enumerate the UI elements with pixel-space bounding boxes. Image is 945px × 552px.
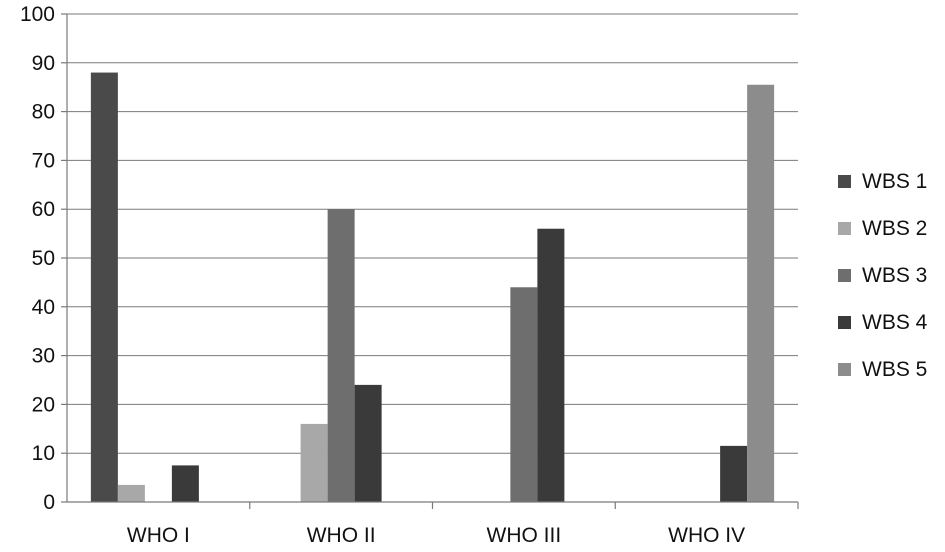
legend-label: WBS 2 — [862, 217, 927, 240]
y-tick-label: 80 — [32, 101, 55, 124]
legend-label: WBS 5 — [862, 358, 927, 381]
x-category-label: WHO III — [487, 524, 562, 547]
bar-wbs-4-who-i — [171, 465, 199, 502]
y-tick-label: 20 — [32, 393, 55, 416]
legend-label: WBS 1 — [862, 170, 927, 193]
y-tick-label: 40 — [32, 296, 55, 319]
x-axis-categories: WHO I WHO II WHO III WHO IV — [127, 502, 799, 547]
bar-wbs-2-who-ii — [300, 423, 328, 502]
legend: WBS 1 WBS 2 WBS 3 WBS 4 WBS 5 — [838, 170, 928, 381]
y-tick-label: 50 — [32, 247, 55, 270]
bar-wbs-4-who-ii — [354, 384, 382, 502]
bar-wbs-2-who-i — [117, 484, 145, 502]
legend-label: WBS 4 — [862, 311, 928, 334]
y-tick-label: 90 — [32, 52, 55, 75]
y-tick-label: 0 — [43, 491, 55, 514]
bar-wbs-3-who-iii — [510, 287, 538, 502]
bars — [90, 72, 775, 502]
y-tick-label: 100 — [20, 3, 55, 26]
y-tick-label: 10 — [32, 442, 55, 465]
bar-wbs-3-who-ii — [327, 209, 355, 502]
x-category-label: WHO IV — [668, 524, 745, 547]
y-tick-label: 60 — [32, 198, 55, 221]
bar-wbs-1-who-i — [90, 72, 118, 502]
legend-swatch — [838, 222, 851, 235]
bar-wbs-4-who-iv — [720, 445, 748, 502]
legend-label: WBS 3 — [862, 264, 927, 287]
bar-wbs-5-who-iv — [747, 84, 775, 502]
y-tick-label: 30 — [32, 345, 55, 368]
legend-swatch — [838, 269, 851, 282]
gridlines — [67, 13, 798, 454]
x-category-label: WHO I — [127, 524, 190, 547]
y-axis-ticks: 0 10 20 30 40 50 60 70 80 90 100 — [20, 3, 67, 514]
legend-swatch — [838, 175, 851, 188]
legend-swatch — [838, 316, 851, 329]
x-category-label: WHO II — [307, 524, 376, 547]
legend-swatch — [838, 363, 851, 376]
bar-wbs-4-who-iii — [537, 228, 565, 502]
y-tick-label: 70 — [32, 149, 55, 172]
